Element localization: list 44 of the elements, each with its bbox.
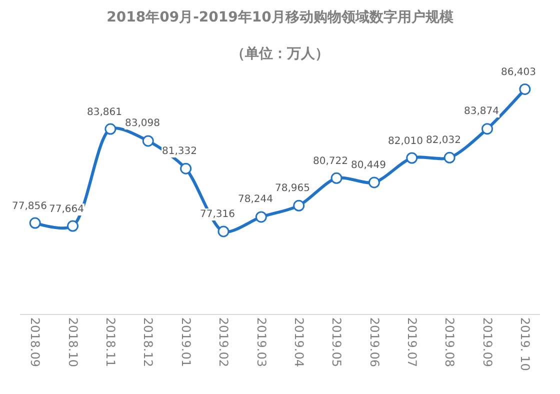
data-label: 78,965 — [275, 183, 310, 194]
x-tick-label: 2019.08 — [442, 317, 457, 368]
x-tick-label: 2018.11 — [104, 317, 118, 368]
x-tick-label: 2019. 10 — [518, 317, 532, 371]
data-label: 82,032 — [426, 135, 461, 146]
point — [406, 152, 418, 164]
point — [293, 200, 305, 212]
data-label: 80,449 — [351, 160, 386, 171]
data-label: 83,861 — [87, 107, 122, 118]
data-label: 77,856 — [12, 201, 47, 212]
data-label: 83,874 — [464, 106, 499, 117]
x-tick-label: 2018.10 — [66, 317, 80, 368]
x-tick-label: 2019.04 — [292, 317, 306, 368]
point — [255, 211, 267, 223]
point — [482, 123, 493, 135]
x-tick-label: 2019.02 — [216, 317, 231, 368]
x-tick-label: 2018.09 — [28, 317, 42, 368]
data-label: 78,244 — [238, 194, 273, 205]
data-label: 77,316 — [200, 209, 235, 220]
point — [142, 135, 154, 147]
x-tick-label: 2019.03 — [254, 317, 268, 368]
x-tick-label: 2019.09 — [480, 317, 494, 368]
point — [519, 83, 531, 95]
data-label: 82,010 — [388, 136, 423, 147]
chart-subtitle: （单位：万人） — [231, 46, 329, 62]
point — [67, 220, 78, 232]
point — [180, 162, 192, 174]
x-tick-label: 2018.12 — [141, 317, 156, 368]
x-tick-label: 2019.05 — [330, 317, 344, 368]
data-label: 83,098 — [125, 118, 160, 129]
point — [29, 217, 41, 229]
x-tick-label: 2019.01 — [178, 317, 193, 368]
point — [330, 172, 342, 184]
point — [218, 226, 230, 238]
point — [444, 152, 456, 164]
chart-title: 2018年09月-2019年10月移动购物领域数字用户规模 — [106, 8, 454, 26]
point — [104, 123, 116, 135]
data-label: 86,403 — [501, 67, 536, 78]
data-label: 77,664 — [49, 204, 84, 215]
data-label: 81,332 — [162, 146, 197, 157]
x-tick-label: 2019.07 — [404, 317, 419, 368]
data-label: 80,722 — [313, 156, 348, 167]
x-tick-label: 2019.06 — [367, 317, 382, 368]
point — [368, 176, 380, 188]
